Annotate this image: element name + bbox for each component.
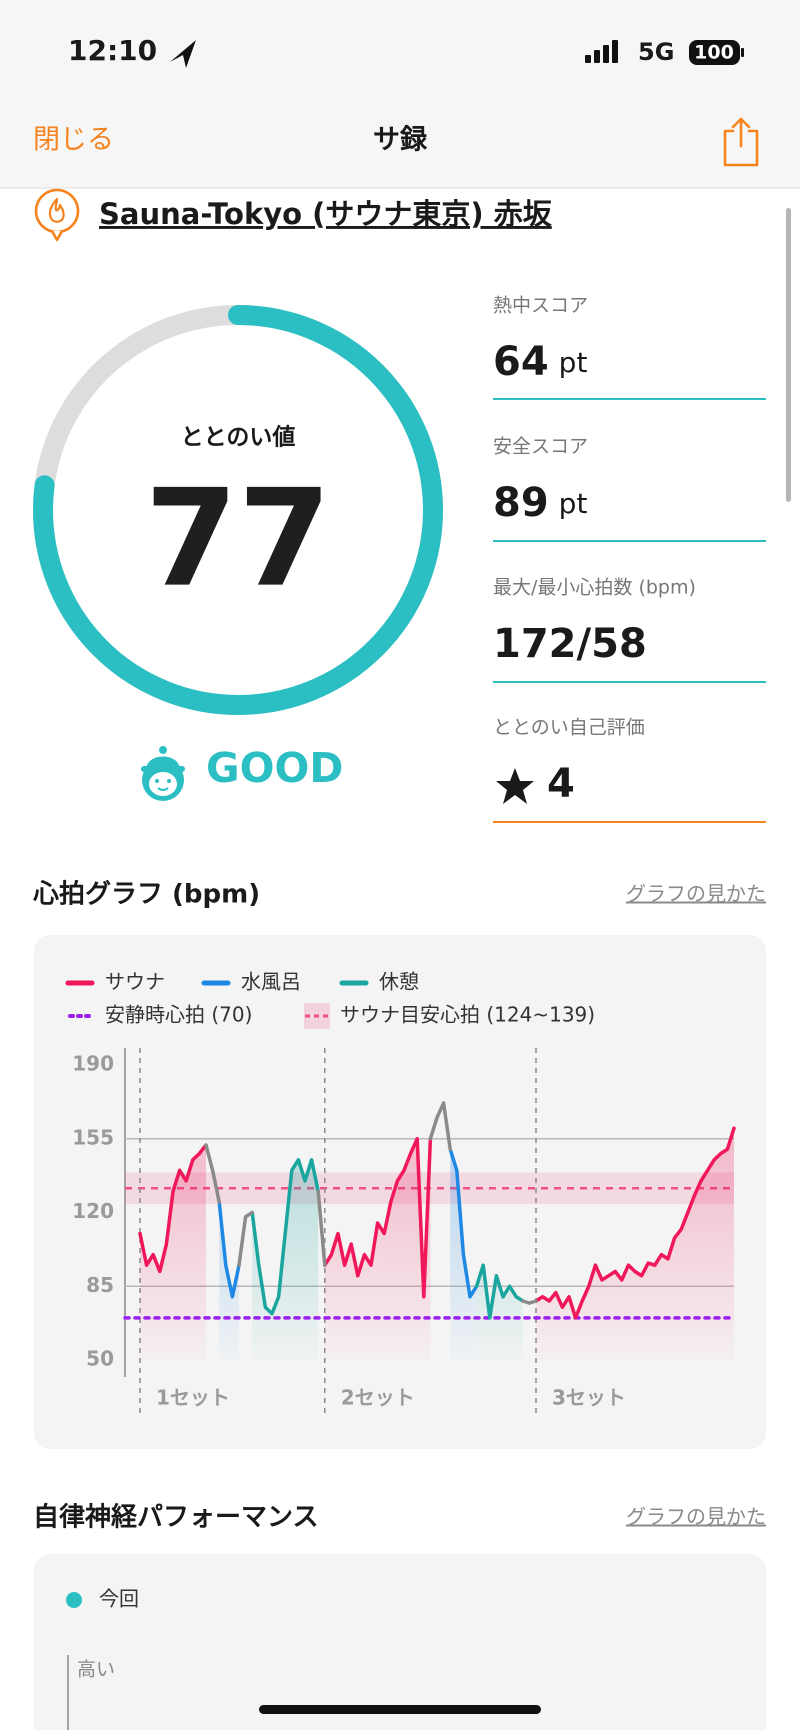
stat-unit: pt (559, 346, 588, 379)
header-background (0, 0, 800, 188)
stat-label: ととのい自己評価 (493, 717, 645, 739)
legend-label: サウナ目安心拍 (124~139) (340, 1003, 595, 1027)
stat-value: 64 pt (493, 339, 587, 385)
stat-label: 安全スコア (493, 436, 588, 458)
battery-icon (689, 40, 740, 65)
legend-label: 水風呂 (241, 970, 301, 994)
section-title: 自律神経パフォーマンス (33, 1502, 318, 1533)
nav-title: サ録 (373, 125, 428, 156)
axis-label: 高い (77, 1659, 115, 1681)
legend-dot (66, 1592, 82, 1608)
help-link[interactable]: グラフの見かた (626, 1505, 766, 1529)
stat-number: 89 (493, 480, 549, 526)
series-line (217, 1147, 479, 1299)
autonomic-card (34, 1554, 766, 1730)
stat-label: 熱中スコア (493, 295, 588, 317)
home-indicator[interactable] (259, 1705, 541, 1714)
star-icon (496, 768, 534, 804)
series-line (138, 1126, 736, 1320)
y-tick-label: 190 (72, 1052, 114, 1076)
score-value: 77 (145, 461, 331, 617)
series-line (250, 1158, 525, 1320)
set-label: 1セット (156, 1386, 230, 1410)
series-area (140, 1128, 734, 1360)
stat-value: 4 (547, 761, 575, 807)
share-button[interactable] (723, 117, 759, 167)
series-line (204, 1101, 538, 1305)
battery-tip (741, 48, 744, 57)
y-tick-label: 120 (72, 1199, 114, 1223)
help-link[interactable]: グラフの見かた (626, 882, 766, 906)
y-tick-label: 85 (86, 1273, 114, 1297)
series-area (219, 1149, 477, 1360)
stat-number: 64 (493, 339, 549, 385)
y-tick-label: 50 (86, 1347, 114, 1371)
network-type: 5G (638, 38, 674, 66)
legend-label: 今回 (99, 1587, 139, 1611)
set-label: 3セット (552, 1386, 626, 1410)
stat-unit: pt (559, 487, 588, 520)
legend-label: 休憩 (379, 970, 419, 994)
close-button[interactable]: 閉じる (33, 125, 114, 156)
location-icon (170, 40, 196, 68)
scrollbar (786, 208, 791, 502)
score-label: ととのい値 (181, 425, 296, 451)
set-label: 2セット (341, 1386, 415, 1410)
y-tick-label: 155 (72, 1125, 114, 1149)
legend-label: サウナ (105, 970, 165, 994)
battery-level: 100 (694, 42, 734, 64)
stat-label: 最大/最小心拍数 (bpm) (493, 577, 696, 599)
rating-text: GOOD (206, 744, 343, 792)
rating-icon (141, 746, 185, 801)
stat-value: 172/58 (493, 621, 647, 667)
venue-name[interactable]: Sauna-Tokyo (サウナ東京) 赤坂 (99, 197, 553, 231)
stat-value: 89 pt (493, 480, 587, 526)
status-time: 12:10 (68, 34, 157, 67)
gauge-arc (33, 305, 443, 715)
legend-label: 安静時心拍 (70) (105, 1003, 252, 1027)
section-title: 心拍グラフ (bpm) (32, 880, 260, 910)
series-area (252, 1159, 523, 1360)
venue-icon (34, 188, 80, 242)
signal-icon (585, 40, 618, 63)
